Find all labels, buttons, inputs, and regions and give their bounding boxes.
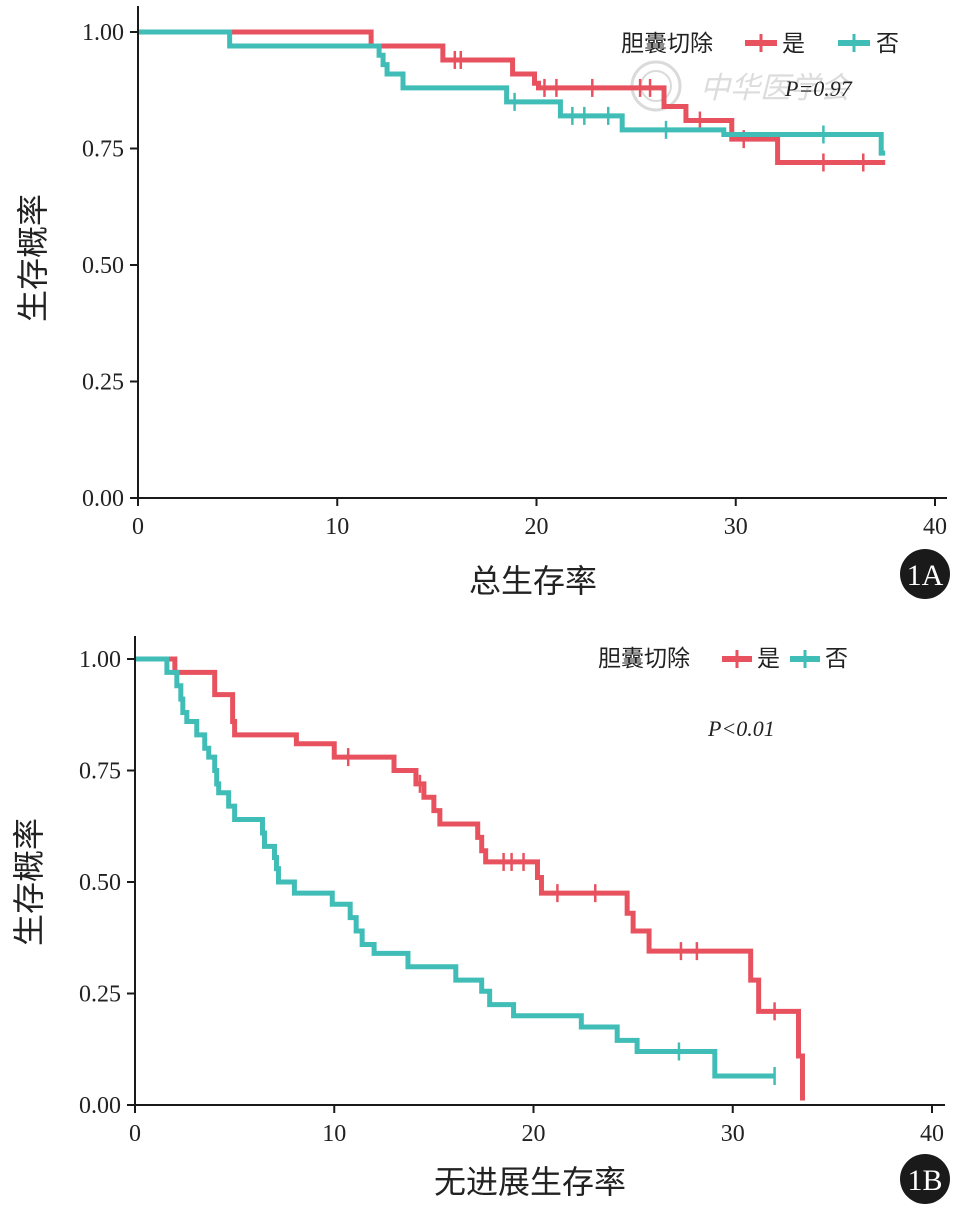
x-tick-label-1a-2: 20 [525,514,549,540]
panel-1a: 中华医学会 0.00 0.25 0.50 0.75 1.00 0 10 20 30 40 生存概… [14,6,950,600]
legend-label-yes-1a: 是 [782,31,805,57]
x-tick-label-1b-3: 30 [721,1121,745,1147]
y-tick-label-1a-2: 0.50 [82,253,124,279]
badge-label-1a: 1A [907,559,944,592]
x-tick-label-1a-3: 30 [724,514,748,540]
x-tick-label-1b-2: 20 [522,1121,546,1147]
legend-label-no-1a: 否 [876,31,899,57]
km-curve-1b-no [135,656,775,1079]
y-tick-label-1b-4: 1.00 [79,647,121,673]
legend-1a: 胆囊切除 是 否 [621,31,899,57]
y-tick-label-1b-2: 0.50 [79,870,121,896]
legend-title-1a: 胆囊切除 [621,31,713,57]
legend-title-1b: 胆囊切除 [598,646,690,672]
y-tick-label-1a-1: 0.25 [82,370,124,396]
x-tick-label-1b-1: 10 [322,1121,346,1147]
y-tick-label-1a-0: 0.00 [82,486,124,512]
x-tick-label-1b-0: 0 [129,1121,141,1147]
survival-curves-1b [135,656,805,1101]
y-axis-title-1a: 生存概率 [14,194,52,322]
x-axis-title-1a: 总生存率 [469,562,597,600]
y-ticks-1b: 0.00 0.25 0.50 0.75 1.00 [79,647,135,1119]
pvalue-1b: P<0.01 [707,716,775,741]
y-tick-label-1b-1: 0.25 [79,982,121,1008]
x-tick-label-1b-4: 40 [920,1121,944,1147]
y-tick-label-1a-4: 1.00 [82,20,124,46]
km-curve-1b-yes [135,656,805,1101]
watermark-text: 中华医学会 [700,71,853,106]
x-ticks-1b: 0 10 20 30 40 [129,1105,944,1147]
y-axis-title-1b: 生存概率 [10,818,48,946]
badge-1a: 1A [900,549,950,599]
survival-curves-1a [138,29,886,172]
y-ticks-1a: 0.00 0.25 0.50 0.75 1.00 [82,20,138,512]
x-tick-label-1a-4: 40 [923,514,947,540]
panel-1b: 0.00 0.25 0.50 0.75 1.00 0 10 20 30 40 生存概率 无进展生… [10,636,950,1204]
legend-label-no-1b: 否 [825,646,848,672]
x-tick-label-1a-0: 0 [132,514,144,540]
badge-label-1b: 1B [907,1164,942,1197]
y-tick-label-1a-3: 0.75 [82,137,124,163]
legend-1b: 胆囊切除 是 否 [598,646,848,672]
km-curve-1a-no [138,29,886,156]
y-tick-label-1b-3: 0.75 [79,759,121,785]
x-tick-label-1a-1: 10 [325,514,349,540]
x-ticks-1a: 0 10 20 30 40 [132,498,947,540]
legend-label-yes-1b: 是 [757,646,780,672]
y-tick-label-1b-0: 0.00 [79,1093,121,1119]
watermark: 中华医学会 [630,60,853,112]
x-axis-title-1b: 无进展生存率 [434,1163,626,1201]
badge-1b: 1B [900,1154,950,1204]
pvalue-1a: P=0.97 [784,76,853,101]
